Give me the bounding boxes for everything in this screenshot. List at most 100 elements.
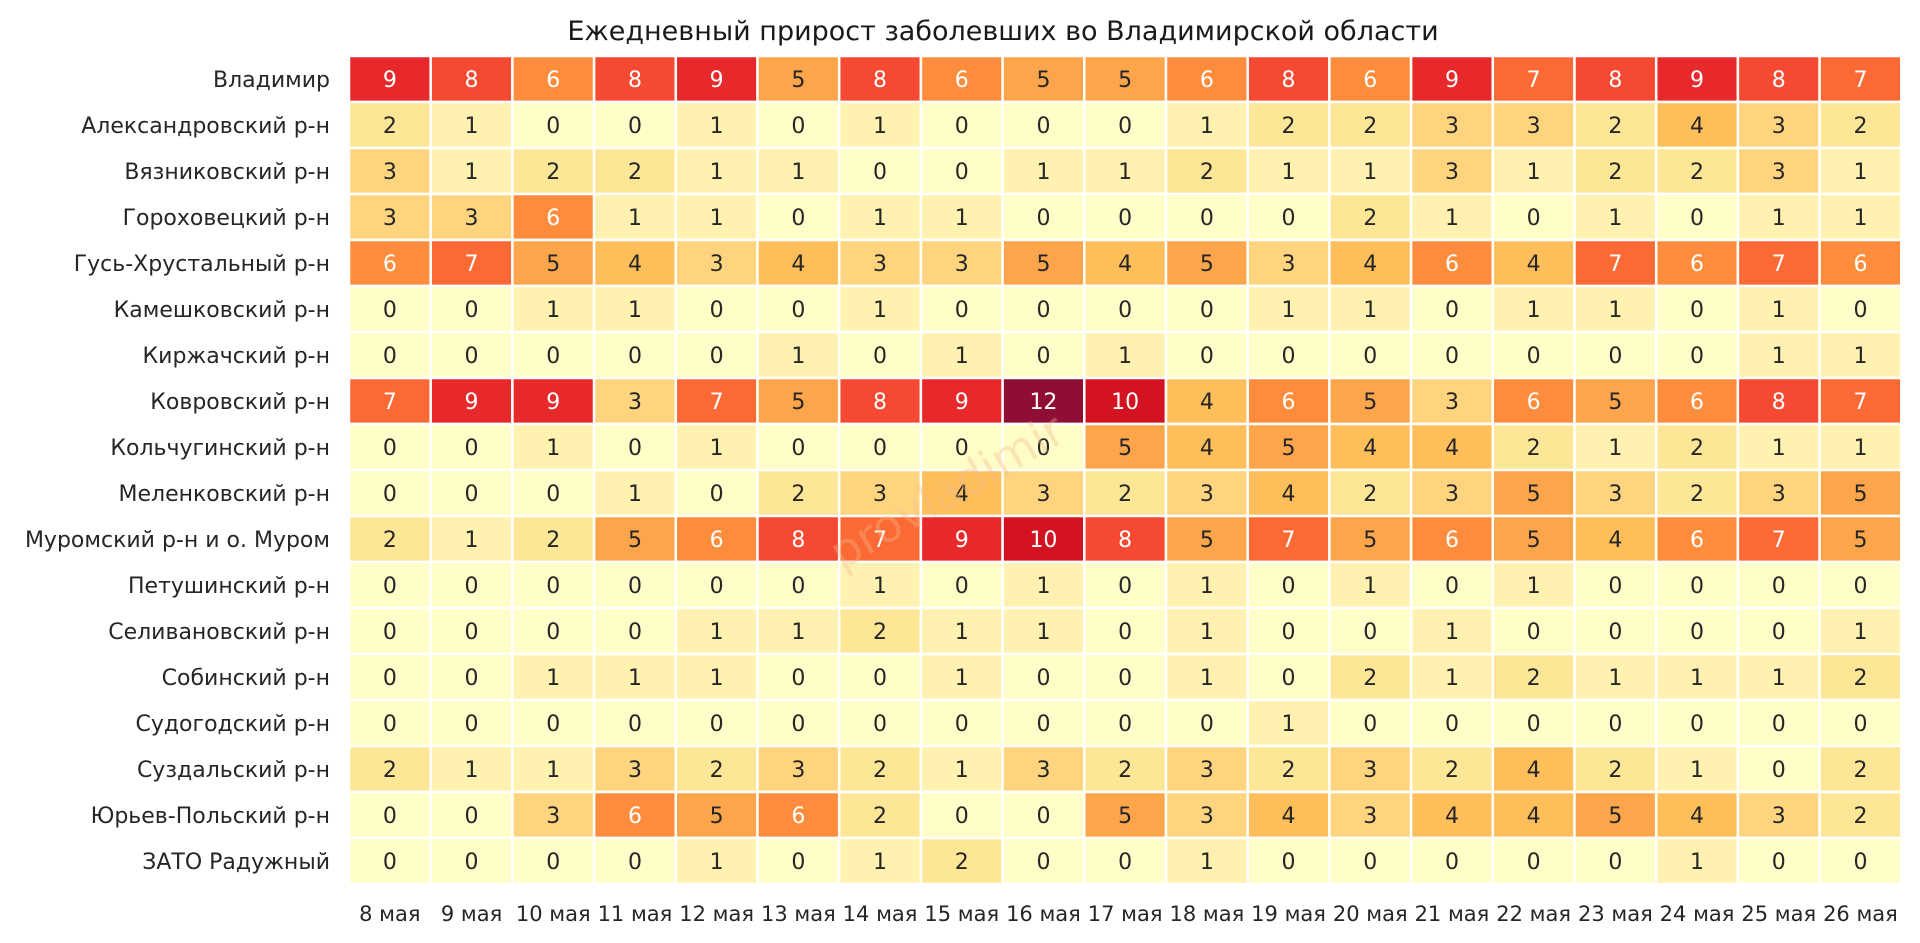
- cell-value-label: 5: [1282, 436, 1296, 461]
- cell-value-label: 1: [710, 114, 724, 139]
- heatmap-cell: [1736, 330, 1821, 380]
- column-label: 23 мая: [1578, 902, 1653, 926]
- cell-value-label: 1: [1445, 666, 1459, 691]
- cell-value-label: 1: [1200, 114, 1214, 139]
- cell-value-label: 2: [1118, 758, 1132, 783]
- cell-value-label: 1: [1527, 298, 1541, 323]
- cell-value-label: 0: [1772, 850, 1786, 875]
- row-label: Камешковский р-н: [114, 298, 330, 323]
- cell-value-label: 0: [1445, 850, 1459, 875]
- heatmap-cell: [837, 468, 923, 518]
- cell-value-label: 0: [710, 574, 724, 599]
- heatmap-cell: [756, 376, 841, 426]
- cell-value-label: 0: [1363, 850, 1377, 875]
- cell-value-label: 3: [1445, 160, 1459, 185]
- cell-value-label: 3: [1445, 482, 1459, 507]
- heatmap-cell: [347, 698, 432, 748]
- heatmap-cell: [1573, 514, 1658, 564]
- cell-value-label: 5: [1853, 528, 1867, 553]
- cell-value-label: 1: [1036, 160, 1050, 185]
- row-label: Юрьев-Польский р-н: [91, 804, 330, 829]
- heatmap-cell: [674, 744, 759, 794]
- cell-value-label: 8: [465, 68, 479, 93]
- heatmap-cell: [1491, 146, 1576, 196]
- cell-value-label: 0: [955, 804, 969, 829]
- heatmap-cell: [1736, 468, 1821, 518]
- cell-value-label: 2: [1853, 666, 1867, 691]
- cell-value-label: 9: [955, 528, 969, 553]
- row-label: Суздальский р-н: [137, 758, 330, 783]
- cell-value-label: 6: [1445, 528, 1459, 553]
- cell-value-label: 5: [1853, 482, 1867, 507]
- cell-value-label: 1: [1853, 436, 1867, 461]
- heatmap-cell: [1573, 422, 1658, 472]
- cell-value-label: 0: [628, 850, 642, 875]
- heatmap-cell: [1164, 790, 1249, 840]
- heatmap-cell: [1654, 698, 1740, 748]
- cell-value-label: 3: [383, 206, 397, 231]
- cell-value-label: 2: [383, 528, 397, 553]
- cell-value-label: 0: [383, 620, 397, 645]
- cell-value-label: 0: [1282, 344, 1296, 369]
- cell-value-label: 1: [1445, 206, 1459, 231]
- column-label: 24 мая: [1660, 902, 1735, 926]
- cell-value-label: 3: [1527, 114, 1541, 139]
- heatmap-cell: [837, 284, 923, 334]
- cell-value-label: 4: [1200, 436, 1214, 461]
- cell-value-label: 0: [1772, 758, 1786, 783]
- heatmap-cell: [347, 422, 432, 472]
- heatmap-cell: [837, 192, 923, 242]
- cell-value-label: 3: [1772, 114, 1786, 139]
- heatmap-cell: [1654, 744, 1740, 794]
- cell-value-label: 1: [1690, 758, 1704, 783]
- cell-value-label: 0: [1282, 666, 1296, 691]
- heatmap-cell: [1246, 468, 1331, 518]
- cell-value-label: 4: [1363, 436, 1377, 461]
- cell-value-label: 0: [1200, 206, 1214, 231]
- heatmap-cell: [1573, 54, 1658, 104]
- heatmap-cell: [1001, 376, 1086, 426]
- heatmap-cell: [1083, 376, 1168, 426]
- cell-value-label: 6: [1690, 390, 1704, 415]
- cell-value-label: 0: [791, 850, 805, 875]
- column-label: 11 мая: [598, 902, 673, 926]
- cell-value-label: 3: [1772, 804, 1786, 829]
- heatmap-cell: [347, 606, 432, 656]
- cell-value-label: 0: [1445, 344, 1459, 369]
- cell-value-label: 0: [1200, 298, 1214, 323]
- cell-value-label: 3: [1772, 160, 1786, 185]
- cell-value-label: 3: [791, 758, 805, 783]
- cell-value-label: 0: [1772, 712, 1786, 737]
- heatmap-cell: [347, 330, 432, 380]
- cell-value-label: 1: [873, 298, 887, 323]
- cell-value-label: 3: [955, 252, 969, 277]
- cell-value-label: 9: [546, 390, 560, 415]
- cell-value-label: 3: [873, 482, 887, 507]
- cell-value-label: 8: [791, 528, 805, 553]
- cell-value-label: 5: [1363, 528, 1377, 553]
- heatmap-cell: [1736, 100, 1821, 150]
- cell-value-label: 0: [791, 574, 805, 599]
- heatmap-cell: [1001, 284, 1086, 334]
- cell-value-label: 7: [1527, 68, 1541, 93]
- cell-value-label: 2: [1363, 482, 1377, 507]
- cell-value-label: 7: [873, 528, 887, 553]
- heatmap-cell: [837, 422, 923, 472]
- cell-value-label: 2: [1690, 482, 1704, 507]
- heatmap-cell: [837, 146, 923, 196]
- cell-value-label: 0: [1036, 712, 1050, 737]
- column-label: 25 мая: [1741, 902, 1816, 926]
- cell-value-label: 1: [465, 160, 479, 185]
- cell-value-label: 0: [1363, 712, 1377, 737]
- cell-value-label: 1: [791, 620, 805, 645]
- cell-value-label: 0: [955, 436, 969, 461]
- cell-value-label: 0: [1853, 298, 1867, 323]
- heatmap-cell: [1328, 560, 1413, 610]
- heatmap-cell: [674, 238, 759, 288]
- heatmap-cell: [919, 606, 1004, 656]
- cell-value-label: 3: [1200, 804, 1214, 829]
- column-label: 12 мая: [679, 902, 754, 926]
- cell-value-label: 0: [791, 666, 805, 691]
- cell-value-label: 9: [1690, 68, 1704, 93]
- row-label: Ковровский р-н: [150, 390, 330, 415]
